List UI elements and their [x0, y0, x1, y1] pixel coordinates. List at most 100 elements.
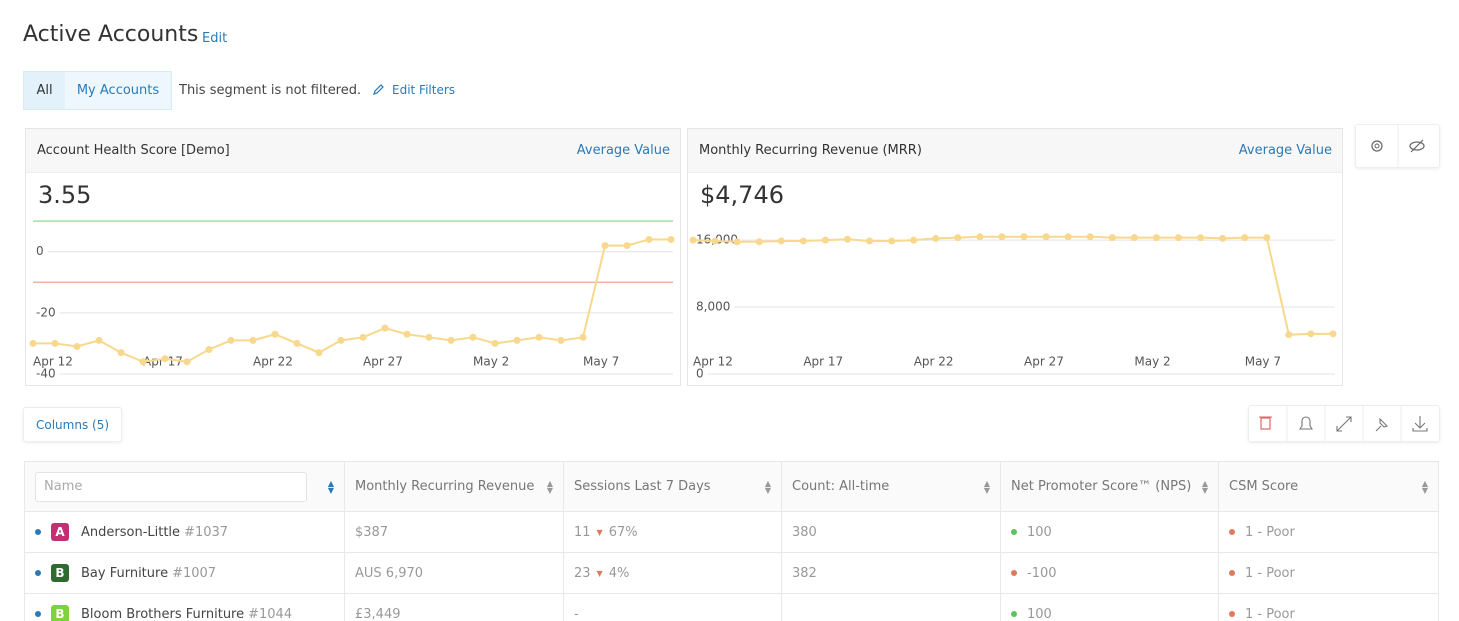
edit-link[interactable]: Edit	[202, 31, 228, 46]
table-cell: A Anderson-Little #1037	[25, 512, 345, 552]
tool-icons	[1371, 125, 1425, 167]
table-cell: 23 ▼ 4%	[564, 553, 782, 593]
sessions-change: 4%	[608, 565, 630, 581]
nps-dot	[1011, 570, 1017, 576]
columns-button[interactable]: Columns (5)	[23, 407, 122, 442]
table-cell: 1 - Poor	[1219, 594, 1438, 621]
account-id: #1037	[184, 524, 229, 540]
count: 380	[792, 524, 817, 540]
mode-link[interactable]: Average Value	[1238, 143, 1332, 158]
headline: 3.55	[38, 181, 92, 209]
sort-icon: ▲ ▼	[546, 478, 553, 495]
nps-dot	[1011, 529, 1017, 535]
nps: -100	[1027, 565, 1057, 581]
sessions: 11	[574, 524, 591, 540]
download-icon[interactable]	[1412, 416, 1428, 432]
avatar: A	[51, 523, 69, 541]
nps-dot	[1011, 611, 1017, 617]
account-name: Anderson-Little	[81, 524, 181, 540]
header-cell: Count: All-time ▲ ▼	[782, 462, 1001, 511]
count: 382	[792, 565, 817, 581]
table-row: B Bloom Brothers Furniture #1044 £3,449 - 100…	[25, 594, 1438, 621]
tab-my-accounts[interactable]: My Accounts	[65, 72, 171, 109]
sort-icon: ▲ ▼	[983, 478, 990, 495]
alert-icon[interactable]	[1298, 416, 1314, 430]
table-cell: -	[564, 594, 782, 621]
csm: 1 - Poor	[1245, 606, 1295, 621]
table-cell: 380	[782, 512, 1001, 552]
table-cell: 1 - Poor	[1219, 553, 1438, 593]
status-dot	[35, 529, 41, 535]
csm: 1 - Poor	[1245, 565, 1295, 581]
sort-icon: ▲ ▼	[1201, 478, 1208, 495]
sort-icon: ▲ ▼	[764, 478, 771, 495]
headline: $4,746	[700, 181, 784, 209]
pin-icon[interactable]	[1375, 417, 1389, 432]
chart-card: Monthly Recurring Revenue (MRR) Average V…	[687, 128, 1343, 386]
sessions: -	[574, 606, 579, 621]
csm-dot	[1229, 529, 1235, 535]
account-name: Bay Furniture	[81, 565, 169, 581]
table-cell: £3,449	[345, 594, 564, 621]
nps: 100	[1027, 524, 1052, 540]
nps: 100	[1027, 606, 1052, 621]
header-label: CSM Score	[1229, 479, 1299, 494]
down-arrow: ▼	[596, 568, 603, 578]
chart-tools	[1355, 124, 1440, 168]
header-row: Name ▲ ▼ Monthly Recurring Revenue ▲ ▼ Session…	[25, 462, 1438, 512]
edit-filters[interactable]: Edit Filters	[392, 83, 456, 97]
account-name: Bloom Brothers Furniture	[81, 606, 245, 621]
header-label: Monthly Recurring Revenue	[355, 479, 535, 494]
tab-all[interactable]: All	[24, 72, 65, 109]
chart-title: Account Health Score [Demo]	[37, 143, 230, 158]
account-id: #1007	[172, 565, 217, 581]
table-tool-icons	[1259, 406, 1428, 441]
header-cell: Net Promoter Score™ (NPS) ▲ ▼	[1001, 462, 1219, 511]
mrr: £3,449	[355, 606, 401, 621]
csm-dot	[1229, 570, 1235, 576]
avatar: B	[51, 605, 69, 621]
table-cell: 100	[1001, 594, 1219, 621]
accounts-table: Name ▲ ▼ Monthly Recurring Revenue ▲ ▼ Session…	[24, 461, 1439, 621]
table-row: A Anderson-Little #1037 $387 11 ▼ 67% 380 100 1 -…	[25, 512, 1438, 553]
status-dot	[35, 611, 41, 617]
mrr: $387	[355, 524, 389, 540]
header-cell: CSM Score ▲ ▼	[1219, 462, 1438, 511]
table-cell: $387	[345, 512, 564, 552]
expand-icon[interactable]	[1336, 416, 1352, 432]
table-tools	[1248, 405, 1440, 442]
segment-status: This segment is not filtered.	[179, 83, 362, 98]
sort-icon: ▲ ▼	[327, 478, 334, 495]
table-row: B Bay Furniture #1007 AUS 6,970 23 ▼ 4% 382 -100…	[25, 553, 1438, 594]
table-cell: -100	[1001, 553, 1219, 593]
csm-dot	[1229, 611, 1235, 617]
table-cell: B Bloom Brothers Furniture #1044	[25, 594, 345, 621]
account-id: #1044	[248, 606, 293, 621]
mode-link[interactable]: Average Value	[576, 143, 670, 158]
page-title: Active Accounts	[23, 22, 199, 47]
header-label: Net Promoter Score™ (NPS)	[1011, 479, 1192, 494]
csm: 1 - Poor	[1245, 524, 1295, 540]
mrr: AUS 6,970	[355, 565, 424, 581]
chart-card: Account Health Score [Demo] Average Value…	[25, 128, 681, 386]
table-cell	[782, 594, 1001, 621]
down-arrow: ▼	[596, 527, 603, 537]
header-cell: Name ▲ ▼	[25, 462, 345, 511]
header-cell: Sessions Last 7 Days ▲ ▼	[564, 462, 782, 511]
table-cell: AUS 6,970	[345, 553, 564, 593]
settings-icon[interactable]	[1371, 140, 1383, 152]
pencil-icon	[373, 84, 384, 95]
hide-icon[interactable]	[1409, 141, 1425, 151]
table-cell: B Bay Furniture #1007	[25, 553, 345, 593]
sort-icon: ▲ ▼	[1421, 478, 1428, 495]
segment-tabs: All My Accounts	[23, 71, 172, 110]
table-cell: 382	[782, 553, 1001, 593]
delete-icon[interactable]	[1260, 417, 1271, 430]
status-dot	[35, 570, 41, 576]
sessions: 23	[574, 565, 591, 581]
header-cell: Monthly Recurring Revenue ▲ ▼	[345, 462, 564, 511]
name-filter: Name	[35, 471, 307, 502]
sessions-change: 67%	[608, 524, 638, 540]
header-label: Sessions Last 7 Days	[574, 479, 711, 494]
